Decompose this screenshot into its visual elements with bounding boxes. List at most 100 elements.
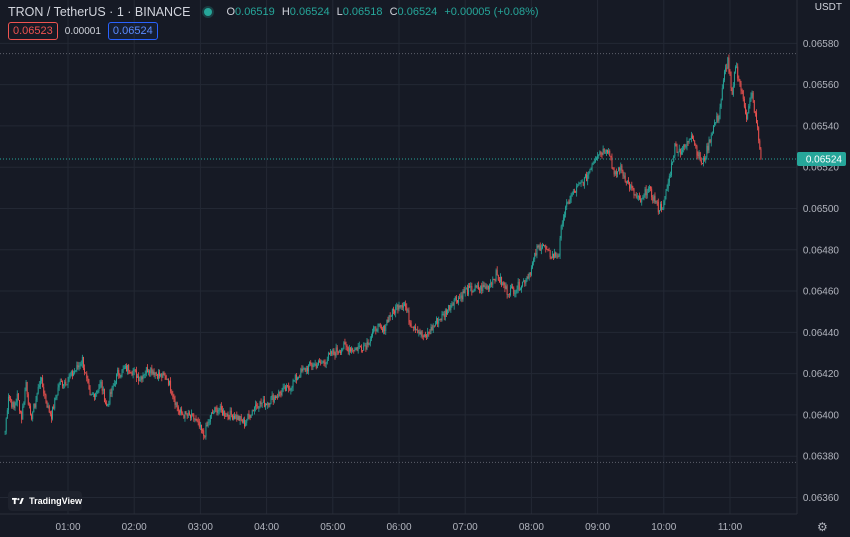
candle-body	[447, 309, 448, 315]
candle-body	[750, 96, 752, 102]
candle-body	[714, 122, 716, 126]
candle-body	[365, 345, 367, 350]
open-value: 0.06519	[235, 6, 275, 18]
candle-body	[754, 112, 756, 114]
candle-body	[58, 384, 60, 388]
candle-body	[732, 85, 734, 95]
candle-body	[698, 152, 700, 157]
candle-body	[107, 403, 109, 406]
candle-body	[682, 149, 684, 152]
candle-body	[613, 169, 615, 175]
candle-body	[481, 285, 483, 292]
candle-body	[24, 390, 26, 403]
x-tick-label: 07:00	[453, 522, 478, 533]
candle-body	[457, 300, 458, 303]
candle-body	[230, 410, 232, 415]
candle-body	[212, 412, 213, 414]
candle-body	[483, 285, 485, 287]
candle-body	[87, 378, 89, 383]
candle-body	[675, 143, 677, 146]
candle-body	[650, 186, 652, 189]
candle-body	[128, 364, 130, 371]
candle-body	[757, 122, 759, 128]
candle-body	[537, 246, 539, 248]
candle-body	[498, 280, 500, 282]
candle-body	[752, 92, 754, 101]
y-tick-label: 0.06520	[803, 163, 840, 174]
candle-body	[549, 250, 551, 258]
candle-body	[26, 382, 28, 395]
candle-body	[528, 272, 530, 279]
candle-body	[119, 375, 121, 377]
candle-body	[636, 196, 638, 198]
candle-body	[323, 361, 325, 363]
candle-body	[28, 404, 30, 406]
candle-body	[719, 107, 721, 119]
candle-body	[497, 275, 499, 281]
tradingview-logo[interactable]: TradingView	[8, 491, 82, 511]
candle-body	[201, 424, 202, 431]
candle-body	[68, 376, 70, 381]
candle-body	[284, 386, 286, 392]
candle-body	[529, 272, 531, 275]
candle-body	[393, 308, 394, 311]
candle-body	[451, 304, 453, 306]
candle-body	[432, 325, 434, 331]
candle-body	[411, 326, 413, 328]
candle-body	[492, 279, 494, 285]
candle-body	[175, 402, 177, 405]
candle-body	[88, 382, 90, 389]
candle-body	[526, 276, 528, 281]
candle-body	[260, 401, 262, 404]
candle-body	[311, 364, 313, 367]
candle-body	[94, 393, 95, 398]
candle-body	[289, 388, 291, 391]
candle-body	[496, 270, 498, 276]
candle-body	[259, 401, 261, 409]
buy-price-button[interactable]: 0.06524	[107, 22, 158, 40]
candle-body	[725, 67, 727, 72]
candle-body	[420, 331, 422, 335]
current-price-label: 0.06524	[806, 154, 843, 165]
candle-body	[159, 372, 161, 377]
candle-body	[214, 407, 216, 413]
candle-body	[300, 368, 302, 377]
low-label: L	[336, 6, 343, 18]
symbol-title[interactable]: TRON / TetherUS · 1 · BINANCE	[8, 5, 191, 19]
ohlc-values: O0.06519 H0.06524 L0.06518 C0.06524 +0.0…	[222, 6, 538, 18]
candle-body	[437, 318, 439, 324]
candle-body	[415, 326, 416, 330]
candle-body	[472, 291, 474, 293]
candle-body	[709, 139, 711, 143]
candle-body	[241, 419, 243, 423]
candle-body	[645, 189, 647, 196]
candle-body	[217, 410, 219, 413]
price-axis[interactable]: 0.06580 0.06560 0.06540 0.06520 0.06500 0.064…	[797, 39, 846, 504]
candle-body	[623, 175, 625, 177]
candle-body	[440, 319, 442, 321]
settings-gear-icon[interactable]: ⚙	[817, 520, 828, 534]
high-label: H	[281, 6, 290, 18]
time-axis[interactable]: 01:00 02:00 03:00 04:00 05:00 06:00 07:00 08:00…	[55, 522, 742, 533]
candle-body	[326, 359, 328, 363]
candle-body	[519, 289, 521, 291]
candle-body	[436, 318, 437, 324]
candle-body	[587, 174, 589, 182]
candle-body	[505, 286, 507, 289]
candle-body	[229, 410, 231, 420]
candle-body	[225, 416, 227, 417]
candle-body	[32, 412, 34, 419]
candle-body	[293, 380, 295, 381]
candle-body	[49, 412, 51, 415]
candle-body	[731, 88, 733, 95]
candle-body	[692, 135, 693, 139]
candle-body	[556, 255, 558, 257]
candle-body	[182, 413, 184, 415]
candle-body	[693, 138, 695, 141]
currency-selector[interactable]: USDT	[814, 2, 842, 13]
candle-body	[418, 331, 420, 334]
candle-body	[713, 125, 714, 134]
candle-body	[120, 374, 122, 377]
sell-price-button[interactable]: 0.06523	[8, 22, 58, 40]
